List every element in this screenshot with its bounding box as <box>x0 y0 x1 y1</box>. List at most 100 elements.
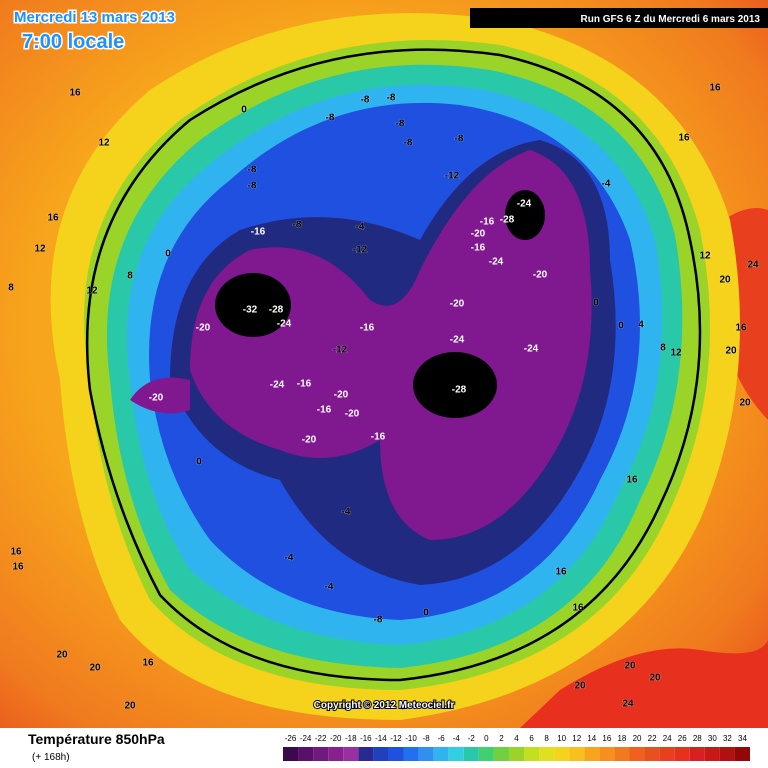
map-label: 16 <box>12 562 24 573</box>
map-label: 20 <box>719 275 731 286</box>
cold-core <box>505 190 545 240</box>
scale-label: 30 <box>708 734 717 743</box>
scale-label: -2 <box>468 734 476 743</box>
scale-label: 18 <box>617 734 626 743</box>
map-label: 16 <box>69 88 81 99</box>
scale-swatch <box>388 747 404 761</box>
map-label: -16 <box>480 217 495 228</box>
date-title: Mercredi 13 mars 2013 <box>14 9 175 26</box>
map-label: -16 <box>471 243 486 254</box>
map-label: 24 <box>622 699 634 710</box>
scale-label: 4 <box>514 734 519 743</box>
scale-label: 22 <box>648 734 657 743</box>
map-label: -4 <box>325 582 334 593</box>
scale-swatch <box>358 747 374 761</box>
map-label: -8 <box>248 181 257 192</box>
scale-label: 26 <box>678 734 687 743</box>
map-label: 16 <box>678 133 690 144</box>
copyright: Copyright © 2012 Meteociel.fr <box>314 700 455 711</box>
scale-label: -4 <box>453 734 461 743</box>
scale-label: 2 <box>499 734 504 743</box>
scale-label: -16 <box>360 734 372 743</box>
map-label: 0 <box>593 298 599 309</box>
map-label: -20 <box>334 390 349 401</box>
map-label: -8 <box>374 615 383 626</box>
scale-label: 14 <box>587 734 596 743</box>
scale-swatch <box>659 747 675 761</box>
map-label: -8 <box>248 165 257 176</box>
map-label: 20 <box>574 681 586 692</box>
map-label: 16 <box>555 567 567 578</box>
footer-title: Température 850hPa <box>28 731 165 747</box>
purple-zone <box>130 377 190 414</box>
scale-swatch <box>629 747 645 761</box>
scale-label: 0 <box>484 734 489 743</box>
map-label: -20 <box>196 323 211 334</box>
map-label: 8 <box>127 271 133 282</box>
map-label: -28 <box>269 305 284 316</box>
map-label: -28 <box>500 215 515 226</box>
map-label: -24 <box>450 335 465 346</box>
map-label: -20 <box>149 393 164 404</box>
map-label: 12 <box>98 138 110 149</box>
map-label: -4 <box>356 222 365 233</box>
scale-label: 16 <box>602 734 611 743</box>
map-label: -16 <box>360 323 375 334</box>
map-label: 0 <box>618 321 624 332</box>
scale-swatch <box>539 747 555 761</box>
scale-label: -10 <box>405 734 417 743</box>
map-label: 20 <box>124 701 136 712</box>
map-label: 16 <box>47 213 59 224</box>
scale-swatch <box>478 747 494 761</box>
scale-label: 10 <box>557 734 566 743</box>
scale-label: -12 <box>390 734 402 743</box>
map-label: 16 <box>10 547 22 558</box>
map-labels: -32 -28-24-20-16-16-12-20-24 -16-20-16 -20-… <box>8 82 760 712</box>
scale-swatch <box>373 747 389 761</box>
footer-subtitle: (+ 168h) <box>32 752 70 763</box>
map-label: 16 <box>735 323 747 334</box>
map-label: -24 <box>277 319 292 330</box>
scale-swatch <box>403 747 419 761</box>
map-label: 12 <box>670 348 682 359</box>
scale-swatch <box>493 747 509 761</box>
scale-swatch <box>298 747 314 761</box>
map-label: 16 <box>709 83 721 94</box>
map-label: 12 <box>34 244 46 255</box>
map-label: 24 <box>747 260 759 271</box>
map-label: 20 <box>624 661 636 672</box>
run-box <box>470 8 768 28</box>
scale-swatch <box>644 747 660 761</box>
purple-zone <box>190 150 592 540</box>
scale-label: 34 <box>738 734 747 743</box>
scale-label: 20 <box>633 734 642 743</box>
map-label: -32 <box>243 305 258 316</box>
scale-swatch <box>418 747 434 761</box>
map-label: -8 <box>455 134 464 145</box>
scale-label: 28 <box>693 734 702 743</box>
map-label: -8 <box>387 93 396 104</box>
scale-swatch <box>554 747 570 761</box>
map-label: -20 <box>533 270 548 281</box>
map-label: 12 <box>699 251 711 262</box>
map-label: 12 <box>86 286 98 297</box>
map-label: -4 <box>602 179 611 190</box>
map-label: -16 <box>297 379 312 390</box>
scale-swatch <box>463 747 479 761</box>
scale-swatch <box>328 747 344 761</box>
map-label: -24 <box>489 257 504 268</box>
scale-swatch <box>599 747 615 761</box>
map-label: -8 <box>396 119 405 130</box>
scale-swatch <box>584 747 600 761</box>
map-label: -8 <box>326 113 335 124</box>
map-label: -12 <box>353 245 368 256</box>
scale-swatch <box>283 747 299 761</box>
cold-core <box>215 273 291 337</box>
scale-label: -26 <box>285 734 297 743</box>
scale-label: -6 <box>438 734 446 743</box>
map-label: -24 <box>270 380 285 391</box>
scale-label: -14 <box>375 734 387 743</box>
map-label: -24 <box>517 199 532 210</box>
